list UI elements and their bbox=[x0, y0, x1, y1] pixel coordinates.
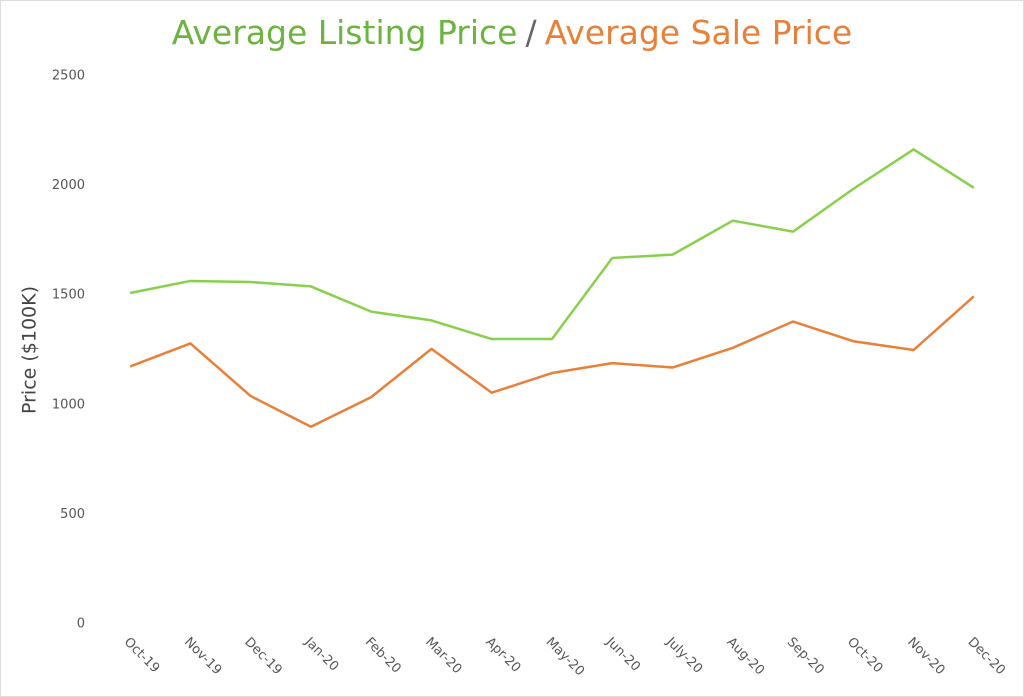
y-tick-label: 500 bbox=[60, 507, 85, 522]
y-tick-label: 2500 bbox=[52, 69, 85, 84]
y-tick-label: 2000 bbox=[52, 178, 85, 193]
series-line bbox=[129, 295, 975, 428]
title-part: Average Listing Price bbox=[172, 13, 518, 52]
chart-title: Average Listing Price / Average Sale Price bbox=[172, 13, 852, 52]
title-part: Average Sale Price bbox=[545, 13, 853, 52]
y-tick-label: 0 bbox=[77, 617, 85, 632]
title-separator: / bbox=[525, 13, 537, 52]
y-tick-label: 1500 bbox=[52, 288, 85, 303]
y-axis-label: Price ($100K) bbox=[19, 286, 41, 414]
y-tick-label: 1000 bbox=[52, 397, 85, 412]
series-line bbox=[129, 148, 975, 341]
